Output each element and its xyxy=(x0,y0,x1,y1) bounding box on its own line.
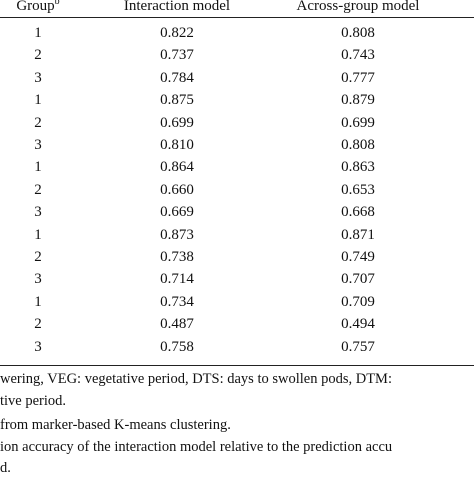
header-group: Groupb xyxy=(16,0,59,15)
header-rule xyxy=(0,17,474,18)
interaction-model-cell: 0.758 xyxy=(160,338,194,355)
interaction-model-cell: 0.660 xyxy=(160,181,194,198)
across-group-model-cell: 0.653 xyxy=(341,181,375,198)
across-group-model-cell: 0.668 xyxy=(341,204,375,221)
footnote-line: d. xyxy=(0,460,11,476)
group-cell: 2 xyxy=(34,47,42,64)
interaction-model-cell: 0.810 xyxy=(160,137,194,153)
interaction-model-cell: 0.669 xyxy=(160,204,194,221)
across-group-model-cell: 0.749 xyxy=(341,249,375,265)
across-group-model-cell: 0.879 xyxy=(341,92,375,109)
interaction-model-cell: 0.487 xyxy=(160,316,194,333)
group-cell: 3 xyxy=(34,204,42,221)
group-cell: 1 xyxy=(34,293,42,310)
interaction-model-cell: 0.822 xyxy=(160,25,194,41)
group-cell: 3 xyxy=(34,69,42,86)
group-cell: 3 xyxy=(34,338,42,355)
group-cell: 2 xyxy=(34,316,42,333)
footnote-line: wering, VEG: vegetative period, DTS: day… xyxy=(0,371,392,387)
footnote-line: ion accuracy of the interaction model re… xyxy=(0,439,393,455)
across-group-model-cell: 0.777 xyxy=(341,69,375,86)
group-cell: 1 xyxy=(34,226,42,243)
across-group-model-cell: 0.757 xyxy=(341,338,375,355)
bottom-rule xyxy=(0,365,474,366)
interaction-model-cell: 0.864 xyxy=(160,159,194,176)
header-across-group-model: Across-group model xyxy=(296,0,420,14)
interaction-model-cell: 0.734 xyxy=(160,293,194,310)
group-cell: 2 xyxy=(34,249,42,265)
footnote-line: from marker-based K-means clustering. xyxy=(0,417,231,433)
interaction-model-cell: 0.699 xyxy=(160,114,194,131)
interaction-model-cell: 0.875 xyxy=(160,92,194,109)
header-group-superscript: b xyxy=(54,0,60,7)
group-cell: 3 xyxy=(34,271,42,288)
group-cell: 2 xyxy=(34,114,42,131)
group-cell: 1 xyxy=(34,159,42,176)
interaction-model-cell: 0.737 xyxy=(160,47,194,64)
interaction-model-cell: 0.738 xyxy=(160,249,194,265)
footnote-line: tive period. xyxy=(0,393,67,409)
across-group-model-cell: 0.808 xyxy=(341,25,375,41)
across-group-model-cell: 0.699 xyxy=(341,114,375,131)
across-group-model-cell: 0.709 xyxy=(341,293,375,310)
group-cell: 3 xyxy=(34,137,42,153)
across-group-model-cell: 0.808 xyxy=(341,137,375,153)
interaction-model-cell: 0.714 xyxy=(160,271,194,288)
across-group-model-cell: 0.707 xyxy=(341,271,375,288)
interaction-model-cell: 0.873 xyxy=(160,226,194,243)
across-group-model-cell: 0.871 xyxy=(341,226,375,243)
header-group-label: Group xyxy=(16,0,55,14)
group-cell: 2 xyxy=(34,181,42,198)
across-group-model-cell: 0.743 xyxy=(341,47,375,64)
across-group-model-cell: 0.494 xyxy=(341,316,375,333)
header-interaction-model: Interaction model xyxy=(123,0,231,14)
across-group-model-cell: 0.863 xyxy=(341,159,375,176)
interaction-model-cell: 0.784 xyxy=(160,69,194,86)
group-cell: 1 xyxy=(34,92,42,109)
group-cell: 1 xyxy=(34,25,42,41)
